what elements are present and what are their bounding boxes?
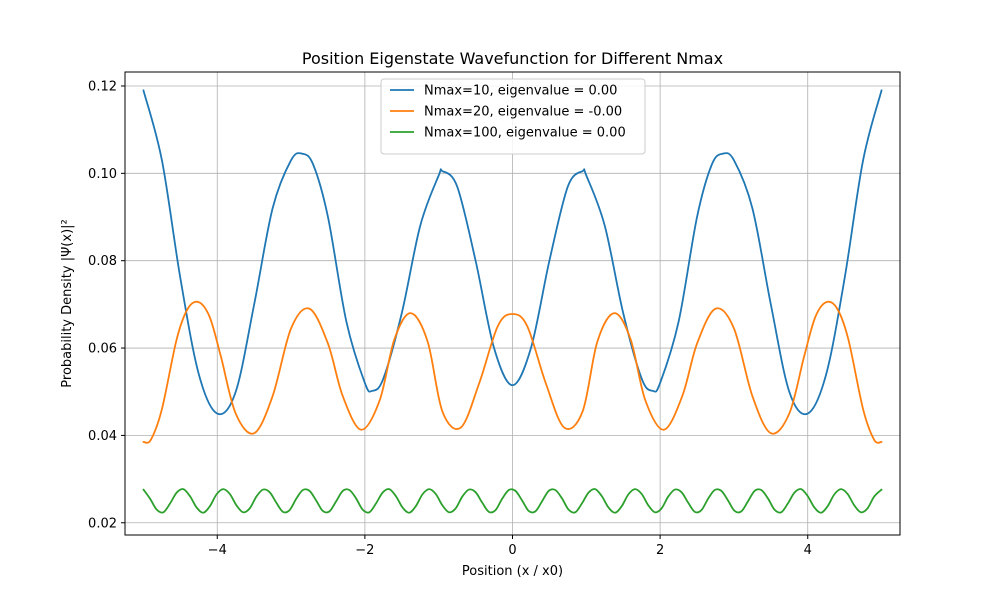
x-tick-label: 4	[804, 543, 812, 558]
legend: Nmax=10, eigenvalue = 0.00 Nmax=20, eigen…	[380, 78, 646, 155]
chart-title: Position Eigenstate Wavefunction for Dif…	[302, 49, 723, 68]
y-tick-label: 0.08	[88, 254, 117, 269]
y-tick-label: 0.06	[88, 342, 117, 357]
y-tick-label: 0.10	[88, 167, 117, 182]
series-line-1	[142, 300, 883, 444]
x-tick-label: −2	[355, 543, 374, 558]
legend-entry-label: Nmax=20, eigenvalue = -0.00	[424, 105, 622, 120]
x-tick-label: 0	[508, 543, 516, 558]
legend-box	[380, 78, 646, 155]
y-axis-label: Probability Density |Ψ(x)|²	[60, 219, 75, 387]
y-tick-label: 0.12	[88, 79, 117, 94]
plot-series	[142, 89, 883, 514]
legend-entry-label: Nmax=10, eigenvalue = 0.00	[424, 84, 617, 99]
x-axis-label: Position (x / x0)	[462, 564, 563, 579]
legend-entry-label: Nmax=100, eigenvalue = 0.00	[424, 126, 626, 141]
y-tick-label: 0.02	[88, 516, 117, 531]
series-line-0	[142, 89, 883, 416]
y-tick-label: 0.04	[88, 429, 117, 444]
axis-ticks: −4 −2 0 2 4 0.02 0.04 0.06 0.08 0.10 0.12	[88, 79, 812, 558]
x-tick-label: −4	[208, 543, 227, 558]
series-line-2	[142, 488, 883, 514]
x-tick-label: 2	[656, 543, 664, 558]
